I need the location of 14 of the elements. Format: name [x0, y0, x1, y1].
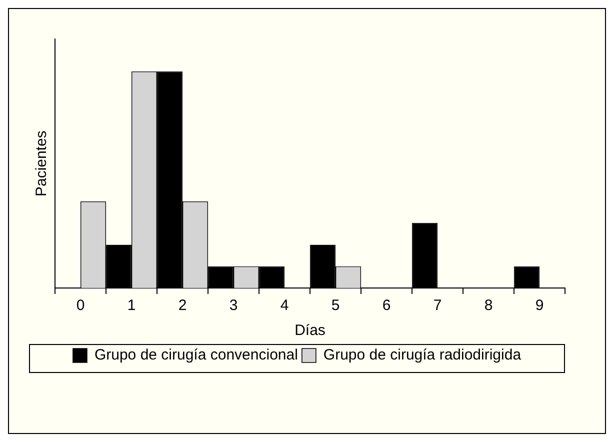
- x-tick-label: 7: [433, 297, 442, 314]
- legend-label: Grupo de cirugía convencional: [94, 346, 298, 364]
- x-tick-label: 4: [280, 297, 289, 314]
- x-tick-label: 3: [229, 297, 238, 314]
- x-tick-label: 8: [484, 297, 493, 314]
- x-tick-label: 0: [76, 297, 85, 314]
- x-tick-label: 5: [331, 297, 340, 314]
- x-tick-label: 9: [535, 297, 544, 314]
- x-axis-title: Días: [294, 322, 326, 340]
- y-axis-title: Pacientes: [33, 130, 50, 196]
- x-tick-label: 6: [382, 297, 391, 314]
- x-tick-label: 1: [127, 297, 136, 314]
- x-tick-label: 2: [178, 297, 187, 314]
- legend-label: Grupo de cirugía radiodirigida: [323, 346, 522, 364]
